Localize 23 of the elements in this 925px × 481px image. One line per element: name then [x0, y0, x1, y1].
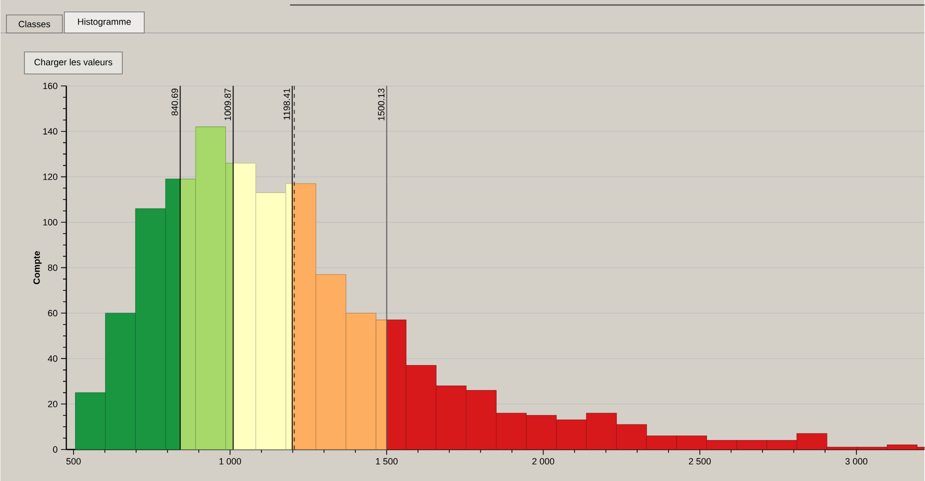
y-tick-label: 120 — [43, 173, 58, 180]
x-tick-label: 1 000 — [219, 458, 242, 464]
y-tick-label: 80 — [48, 264, 58, 271]
y-tick-label: 160 — [43, 82, 58, 89]
ref-line-label: 1198.41 — [284, 88, 290, 120]
text: Charger les valeurs — [34, 58, 112, 67]
ref-line-label: 1500.13 — [378, 88, 384, 120]
x-tick-label: 500 — [66, 458, 81, 464]
text: Histogramme — [78, 18, 131, 26]
y-axis-title: Compte — [33, 250, 42, 284]
x-tick-label: 2 000 — [532, 458, 554, 464]
y-tick-label: 20 — [48, 400, 58, 408]
y-tick-label: 140 — [43, 128, 58, 134]
y-tick-label: 0 — [53, 446, 58, 452]
y-tick-label: 60 — [48, 310, 58, 316]
x-tick-label: 2 500 — [688, 458, 711, 464]
ref-line-label: 1009.87 — [224, 88, 231, 120]
ref-line-label: 840.69 — [172, 88, 178, 116]
text: Classes — [18, 20, 50, 28]
y-tick-label: 40 — [48, 355, 58, 362]
x-tick-label: 3 000 — [845, 458, 868, 464]
x-tick-label: 1 500 — [376, 458, 398, 464]
y-tick-label: 100 — [43, 218, 58, 226]
